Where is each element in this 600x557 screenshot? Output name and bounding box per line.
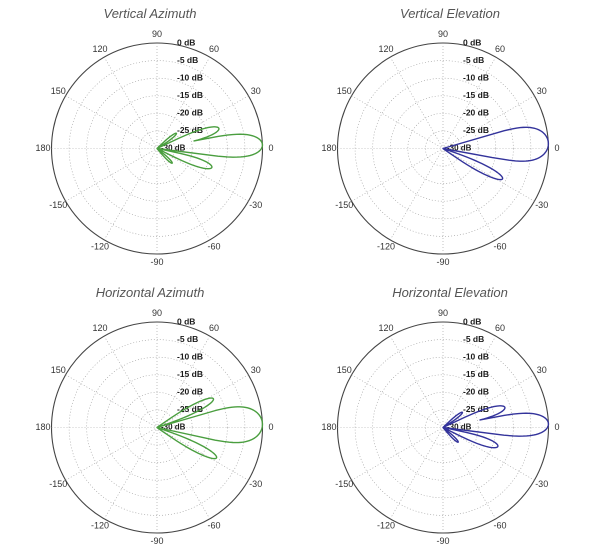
svg-text:-15 dB: -15 dB xyxy=(463,90,489,100)
svg-text:-20 dB: -20 dB xyxy=(177,108,203,118)
svg-text:0: 0 xyxy=(268,421,273,431)
svg-text:60: 60 xyxy=(495,323,505,333)
svg-text:-60: -60 xyxy=(207,242,220,252)
svg-text:30: 30 xyxy=(251,364,261,374)
svg-text:30: 30 xyxy=(251,86,261,96)
svg-text:0 dB: 0 dB xyxy=(177,37,195,47)
svg-text:180: 180 xyxy=(321,421,336,431)
svg-text:90: 90 xyxy=(438,307,448,317)
svg-text:-30: -30 xyxy=(535,478,548,488)
svg-text:-15 dB: -15 dB xyxy=(177,369,203,379)
svg-text:-25 dB: -25 dB xyxy=(463,125,489,135)
svg-text:-90: -90 xyxy=(150,257,163,267)
svg-text:90: 90 xyxy=(152,29,162,39)
svg-text:180: 180 xyxy=(35,143,50,153)
svg-text:0: 0 xyxy=(554,421,559,431)
svg-text:-60: -60 xyxy=(493,520,506,530)
svg-text:120: 120 xyxy=(92,44,107,54)
svg-text:-15 dB: -15 dB xyxy=(177,90,203,100)
svg-text:-10 dB: -10 dB xyxy=(177,351,203,361)
svg-text:120: 120 xyxy=(92,323,107,333)
svg-text:-90: -90 xyxy=(436,257,449,267)
svg-text:-5 dB: -5 dB xyxy=(463,55,484,65)
svg-text:-10 dB: -10 dB xyxy=(177,72,203,82)
svg-text:-90: -90 xyxy=(436,535,449,545)
svg-text:60: 60 xyxy=(495,44,505,54)
svg-text:-150: -150 xyxy=(335,200,353,210)
svg-text:-15 dB: -15 dB xyxy=(463,369,489,379)
svg-text:-5 dB: -5 dB xyxy=(463,333,484,343)
svg-text:150: 150 xyxy=(51,364,66,374)
svg-text:-120: -120 xyxy=(377,520,395,530)
svg-text:-60: -60 xyxy=(493,242,506,252)
svg-text:-20 dB: -20 dB xyxy=(463,108,489,118)
svg-text:-30: -30 xyxy=(535,200,548,210)
svg-text:180: 180 xyxy=(35,421,50,431)
svg-text:-10 dB: -10 dB xyxy=(463,72,489,82)
svg-text:-150: -150 xyxy=(49,200,67,210)
svg-text:-30: -30 xyxy=(249,200,262,210)
svg-text:150: 150 xyxy=(337,364,352,374)
svg-text:-10 dB: -10 dB xyxy=(463,351,489,361)
svg-text:60: 60 xyxy=(209,323,219,333)
svg-text:-60: -60 xyxy=(207,520,220,530)
svg-text:30: 30 xyxy=(537,364,547,374)
svg-text:-150: -150 xyxy=(49,478,67,488)
svg-text:60: 60 xyxy=(209,44,219,54)
svg-text:-30: -30 xyxy=(249,478,262,488)
svg-text:30: 30 xyxy=(537,86,547,96)
svg-text:-150: -150 xyxy=(335,478,353,488)
svg-text:-120: -120 xyxy=(377,242,395,252)
svg-text:-20 dB: -20 dB xyxy=(463,386,489,396)
svg-text:-5 dB: -5 dB xyxy=(177,55,198,65)
svg-text:0 dB: 0 dB xyxy=(463,316,481,326)
svg-text:120: 120 xyxy=(378,323,393,333)
svg-text:0: 0 xyxy=(554,143,559,153)
svg-text:90: 90 xyxy=(438,29,448,39)
svg-text:-120: -120 xyxy=(91,520,109,530)
svg-text:150: 150 xyxy=(51,86,66,96)
svg-text:120: 120 xyxy=(378,44,393,54)
svg-text:-120: -120 xyxy=(91,242,109,252)
svg-text:0: 0 xyxy=(268,143,273,153)
svg-text:180: 180 xyxy=(321,143,336,153)
svg-text:90: 90 xyxy=(152,307,162,317)
svg-text:0 dB: 0 dB xyxy=(463,37,481,47)
svg-text:0 dB: 0 dB xyxy=(177,316,195,326)
svg-text:-20 dB: -20 dB xyxy=(177,386,203,396)
svg-text:-90: -90 xyxy=(150,535,163,545)
svg-text:150: 150 xyxy=(337,86,352,96)
svg-text:-5 dB: -5 dB xyxy=(177,333,198,343)
